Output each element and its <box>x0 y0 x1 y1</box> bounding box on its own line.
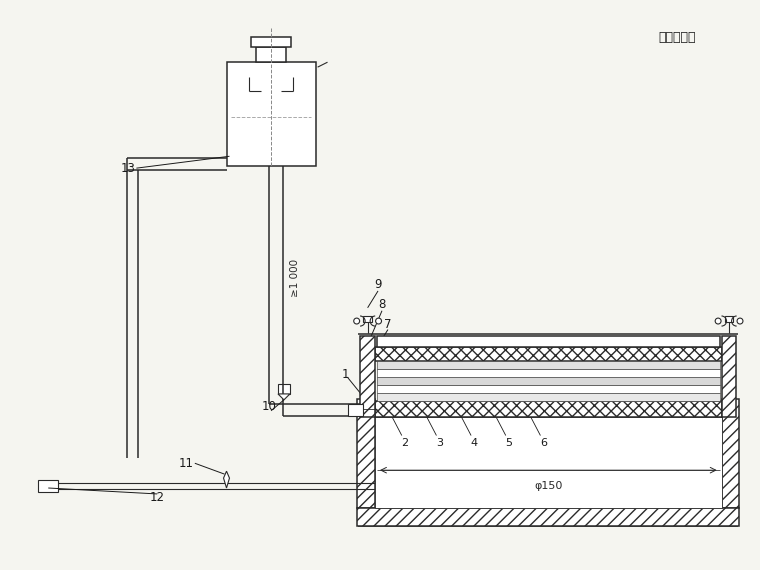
Bar <box>377 385 720 393</box>
Text: 7: 7 <box>384 318 391 331</box>
Circle shape <box>375 318 382 324</box>
Text: 10: 10 <box>261 400 277 413</box>
Bar <box>722 336 736 417</box>
Bar <box>357 508 739 526</box>
Text: 9: 9 <box>374 279 382 291</box>
Bar <box>377 377 720 385</box>
Circle shape <box>715 318 721 324</box>
Bar <box>375 417 722 508</box>
Text: 13: 13 <box>121 162 135 174</box>
Bar <box>722 399 739 508</box>
Bar <box>377 393 720 401</box>
Text: 2: 2 <box>401 438 408 449</box>
Text: 12: 12 <box>150 491 165 504</box>
Bar <box>377 336 720 347</box>
Text: 4: 4 <box>470 438 477 449</box>
Circle shape <box>353 318 359 324</box>
Bar <box>377 361 720 369</box>
Bar <box>375 347 722 361</box>
Bar <box>38 480 59 492</box>
Bar <box>256 47 286 62</box>
Bar <box>278 384 290 394</box>
Text: ≥1 000: ≥1 000 <box>290 259 300 296</box>
Polygon shape <box>223 471 230 488</box>
Bar <box>360 336 375 417</box>
Text: 6: 6 <box>540 438 547 449</box>
Bar <box>377 369 720 377</box>
Text: 8: 8 <box>378 298 385 311</box>
Circle shape <box>737 318 743 324</box>
Text: 1: 1 <box>341 368 349 381</box>
Bar <box>363 316 372 322</box>
Text: 5: 5 <box>505 438 512 449</box>
Bar <box>348 404 363 416</box>
Bar <box>357 399 375 508</box>
Bar <box>375 401 722 417</box>
Text: 11: 11 <box>179 457 194 470</box>
Text: 单位为毫米: 单位为毫米 <box>658 31 696 43</box>
Bar <box>252 38 291 47</box>
Text: 3: 3 <box>436 438 443 449</box>
Polygon shape <box>278 394 290 400</box>
Bar <box>725 316 733 322</box>
Bar <box>226 62 315 166</box>
Text: φ150: φ150 <box>534 481 562 491</box>
